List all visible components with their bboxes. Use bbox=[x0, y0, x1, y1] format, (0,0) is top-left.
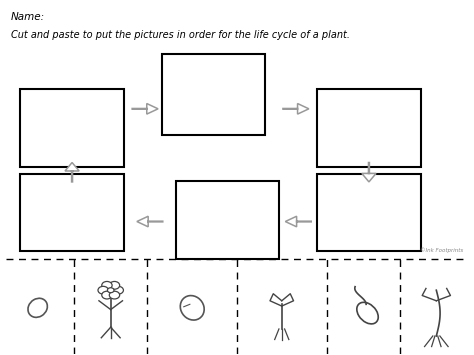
Polygon shape bbox=[137, 216, 163, 227]
Polygon shape bbox=[132, 104, 158, 114]
Circle shape bbox=[109, 282, 119, 289]
Circle shape bbox=[98, 286, 109, 294]
FancyBboxPatch shape bbox=[20, 89, 124, 167]
FancyBboxPatch shape bbox=[317, 174, 421, 251]
Polygon shape bbox=[283, 104, 309, 114]
Polygon shape bbox=[285, 216, 311, 227]
Text: Name:: Name: bbox=[11, 12, 45, 22]
Polygon shape bbox=[65, 163, 79, 182]
Text: Cut and paste to put the pictures in order for the life cycle of a plant.: Cut and paste to put the pictures in ord… bbox=[11, 29, 350, 39]
Circle shape bbox=[102, 282, 112, 289]
FancyBboxPatch shape bbox=[176, 181, 279, 258]
Ellipse shape bbox=[357, 302, 378, 324]
Text: ©Ink Footprints: ©Ink Footprints bbox=[420, 247, 463, 253]
FancyBboxPatch shape bbox=[317, 89, 421, 167]
Circle shape bbox=[102, 291, 112, 299]
FancyBboxPatch shape bbox=[20, 174, 124, 251]
Ellipse shape bbox=[180, 296, 204, 320]
Ellipse shape bbox=[28, 298, 47, 317]
FancyBboxPatch shape bbox=[162, 54, 265, 135]
Polygon shape bbox=[362, 163, 376, 182]
Circle shape bbox=[108, 288, 114, 293]
Circle shape bbox=[109, 291, 119, 299]
Circle shape bbox=[113, 286, 123, 294]
